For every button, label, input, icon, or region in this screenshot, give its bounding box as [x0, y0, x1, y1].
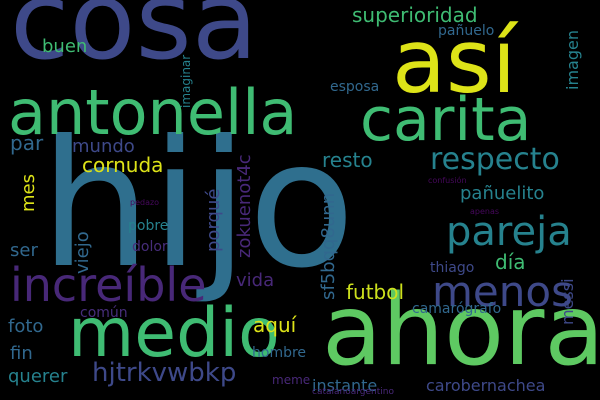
word-pareja: pareja: [446, 209, 572, 255]
word-pedazo: pedazo: [130, 198, 160, 207]
word-hijo: hijo: [40, 104, 356, 307]
word-aqui: aquí: [253, 313, 297, 337]
word-mes: mes: [18, 174, 39, 212]
word-panuelito: pañuelito: [460, 183, 545, 204]
word-carobernachea: carobernachea: [426, 376, 546, 395]
word-ser: ser: [10, 240, 38, 261]
word-cornuda: cornuda: [82, 153, 164, 177]
word-panuelo: pañuelo: [438, 23, 495, 39]
word-messi: messi: [558, 278, 577, 325]
word-viejo: viejo: [72, 231, 93, 274]
word-superioridad: superioridad: [352, 3, 478, 27]
word-vida: vida: [236, 270, 275, 291]
word-imaginar: imaginar: [179, 54, 193, 108]
word-par: par: [10, 131, 44, 155]
word-esposa: esposa: [330, 79, 380, 95]
word-sf5bqq8unn: sf5bqq8unn: [318, 192, 339, 300]
word-respecto: respecto: [430, 142, 560, 177]
word-zokuenot4c: zokuenot4c: [234, 154, 255, 258]
word-medio: medio: [68, 294, 280, 373]
word-fin: fin: [10, 343, 33, 364]
word-increible: increíble: [10, 258, 207, 312]
word-buen: buen: [42, 36, 88, 57]
word-ahora: ahora: [322, 274, 600, 388]
word-mundo: mundo: [72, 136, 135, 157]
word-dolor: dolor: [132, 239, 168, 255]
word-pobre: pobre: [128, 218, 169, 234]
word-querer: querer: [8, 366, 68, 387]
word-confusion: confusión: [428, 176, 467, 185]
word-comun: común: [80, 305, 128, 321]
word-imagen: imagen: [563, 30, 582, 90]
word-antonella: antonella: [8, 76, 298, 149]
word-meme: meme: [272, 373, 311, 387]
word-instante: instante: [312, 376, 378, 395]
word-resto: resto: [322, 148, 373, 172]
word-asi: así: [392, 10, 517, 113]
word-dia: día: [495, 250, 526, 274]
word-hjtrkvwbkp: hjtrkvwbkp: [92, 358, 237, 388]
word-porque: porqué: [203, 188, 224, 252]
word-apenas: apenas: [470, 207, 500, 216]
word-hombre: hombre: [252, 345, 307, 361]
word-thiago: thiago: [430, 260, 475, 276]
word-futbol: futbol: [346, 280, 405, 304]
word-foto: foto: [8, 316, 44, 337]
word-catalanoargentino: catalanoargentino: [312, 387, 394, 397]
word-camarografo: camarógrafo: [412, 301, 502, 317]
word-carita: carita: [360, 85, 532, 155]
word-menos: menos: [432, 267, 573, 316]
word-cosa: cosa: [10, 0, 258, 84]
